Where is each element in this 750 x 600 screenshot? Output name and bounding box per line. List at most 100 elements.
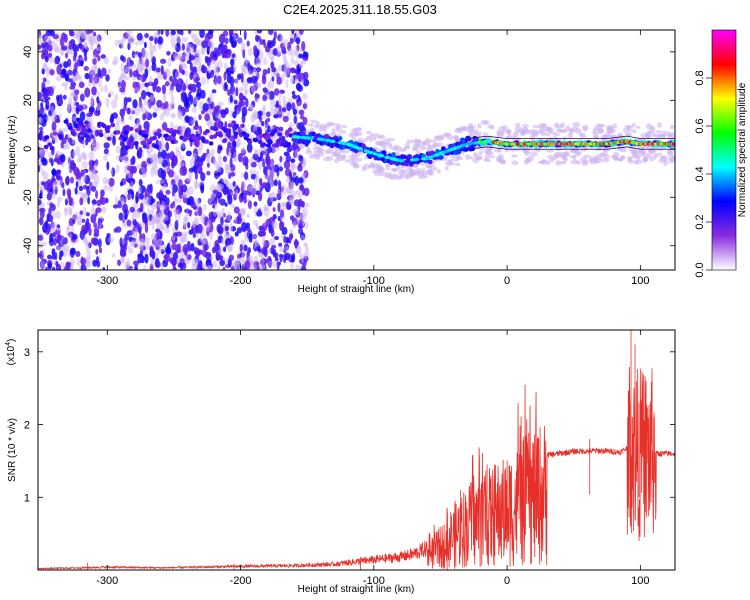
- noise-cell: [79, 111, 86, 122]
- noise-cell: [277, 92, 282, 99]
- noise-cell: [272, 252, 279, 259]
- noise-cell: [59, 36, 65, 48]
- noise-cell: [277, 34, 283, 42]
- snr-xtick-label: -100: [363, 575, 385, 587]
- noise-cell: [164, 182, 169, 188]
- haze-cell: [406, 139, 415, 144]
- noise-cell: [79, 210, 84, 215]
- haze-cell: [505, 135, 512, 140]
- noise-cell: [112, 135, 116, 146]
- noise-cell: [73, 166, 80, 176]
- noise-cell: [236, 139, 241, 148]
- spectrogram-ytick-label: 40: [22, 46, 34, 58]
- signal-cell: [244, 133, 250, 138]
- signal-cell: [110, 122, 116, 128]
- noise-cell: [141, 89, 147, 100]
- noise-cell: [177, 262, 183, 268]
- snr-xlabel: Height of straight line (km): [298, 584, 415, 595]
- snr-scale-label: (x104): [5, 339, 17, 366]
- noise-cell: [96, 34, 102, 42]
- noise-cell: [227, 151, 232, 158]
- noise-cell: [74, 71, 81, 81]
- noise-cell: [84, 72, 90, 80]
- haze-cell: [562, 160, 567, 165]
- noise-cell: [248, 105, 254, 111]
- spectrogram-xtick-label: -300: [96, 275, 118, 287]
- noise-cell: [38, 148, 45, 158]
- noise-cell: [175, 33, 180, 40]
- noise-cell: [190, 33, 195, 38]
- noise-cell: [205, 259, 212, 267]
- spectrogram-ytick-label: -40: [22, 238, 34, 254]
- noise-cell: [105, 235, 111, 246]
- noise-cell: [224, 81, 228, 90]
- noise-cell: [262, 263, 267, 270]
- noise-cell: [296, 245, 302, 254]
- noise-cell: [299, 235, 306, 241]
- noise-cell: [68, 208, 73, 216]
- noise-cell: [62, 188, 66, 197]
- noise-cell: [149, 208, 155, 216]
- noise-cell: [85, 242, 90, 252]
- noise-cell: [90, 42, 94, 52]
- noise-cell: [230, 58, 235, 67]
- noise-cell: [88, 151, 95, 161]
- noise-cell: [119, 87, 126, 93]
- noise-cell: [297, 204, 301, 212]
- haze-cell: [547, 154, 553, 160]
- noise-cell: [132, 99, 138, 109]
- noise-cell: [220, 45, 226, 55]
- noise-cell: [286, 62, 291, 69]
- noise-cell: [51, 121, 57, 132]
- noise-cell: [262, 87, 268, 93]
- peak-cell: [671, 142, 675, 146]
- noise-cell: [290, 158, 296, 163]
- noise-cell: [241, 251, 246, 260]
- noise-cell: [174, 70, 181, 80]
- signal-cell: [122, 137, 127, 142]
- noise-cell: [145, 91, 151, 96]
- noise-cell: [52, 34, 59, 40]
- noise-cell: [85, 30, 91, 35]
- noise-cell: [277, 215, 282, 222]
- noise-cell: [243, 30, 247, 41]
- haze-cell: [583, 154, 590, 159]
- noise-cell: [42, 37, 47, 43]
- noise-cell: [182, 83, 187, 91]
- noise-cell: [287, 186, 293, 195]
- signal-cell: [58, 134, 64, 139]
- noise-cell: [200, 267, 205, 270]
- noise-cell: [95, 105, 101, 116]
- noise-cell: [97, 55, 101, 62]
- noise-cell: [79, 197, 84, 206]
- haze-cell: [415, 150, 421, 155]
- noise-cell: [67, 104, 72, 114]
- snr-background: [38, 330, 675, 570]
- noise-cell: [262, 104, 267, 112]
- noise-cell: [65, 42, 71, 53]
- noise-cell: [173, 208, 180, 215]
- noise-cell: [82, 192, 88, 199]
- signal-cell: [101, 123, 107, 128]
- noise-cell: [212, 260, 218, 268]
- noise-cell: [300, 265, 307, 270]
- noise-cell: [182, 223, 187, 230]
- noise-cell: [180, 55, 186, 63]
- noise-cell: [96, 96, 100, 104]
- noise-cell: [177, 111, 184, 121]
- noise-cell: [192, 232, 196, 239]
- noise-cell: [191, 258, 198, 267]
- noise-cell: [301, 207, 309, 216]
- noise-cell: [55, 263, 62, 270]
- noise-cell: [195, 92, 202, 101]
- noise-cell: [212, 189, 219, 194]
- noise-cell: [270, 191, 277, 199]
- noise-cell: [164, 214, 171, 226]
- signal-cell: [240, 123, 245, 128]
- snr-series: [38, 330, 675, 570]
- noise-cell: [183, 217, 189, 222]
- haze-cell: [635, 125, 641, 129]
- haze-cell: [376, 165, 383, 172]
- noise-cell: [188, 171, 193, 180]
- noise-cell: [284, 252, 291, 261]
